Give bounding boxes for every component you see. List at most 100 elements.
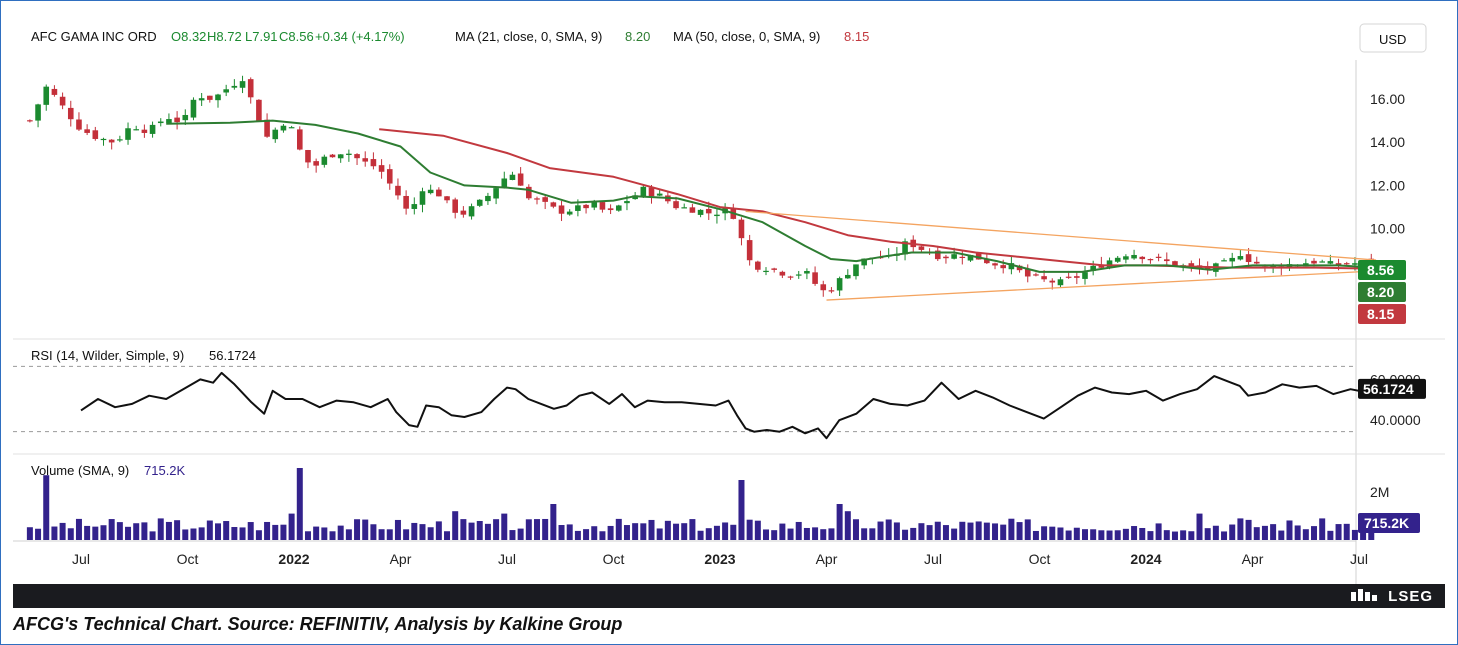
candle-body — [918, 246, 925, 250]
volume-bar — [264, 521, 271, 540]
ma21-value: 8.20 — [625, 29, 650, 44]
candle-body — [951, 254, 957, 259]
candle-body — [1352, 263, 1358, 265]
candle-body — [436, 189, 442, 197]
candle-body — [705, 208, 712, 214]
candle-body — [108, 139, 115, 143]
volume-bar — [1270, 524, 1277, 540]
volume-bar — [1122, 528, 1129, 540]
volume-bar — [918, 523, 925, 540]
candle-body — [804, 270, 810, 274]
candle-body — [1311, 260, 1317, 264]
trendlines — [745, 210, 1377, 301]
figure-caption: AFCG's Technical Chart. Source: REFINITI… — [13, 614, 623, 634]
candle-body — [615, 205, 622, 211]
candle-body — [346, 153, 352, 155]
volume-bar — [370, 524, 377, 540]
candle-body — [566, 211, 573, 215]
candle-body — [943, 256, 949, 259]
chart-area: AFC GAMA INC ORD O8.32 H8.72 L7.91 C8.56… — [13, 8, 1445, 608]
volume-bar — [296, 468, 303, 540]
candle-body — [305, 150, 311, 163]
candle-body — [967, 254, 974, 261]
candle-body — [607, 208, 614, 211]
volume-bar — [1286, 520, 1293, 540]
volume-bar — [1081, 529, 1088, 540]
candle-body — [812, 272, 818, 284]
candle-body — [1041, 276, 1047, 280]
volume-bar — [713, 525, 720, 540]
candle-body — [975, 252, 982, 260]
volume-bar — [157, 518, 164, 540]
volume-bar — [983, 522, 990, 540]
volume-bar — [1229, 524, 1236, 540]
volume-bar — [435, 521, 442, 540]
candle-body — [166, 119, 172, 123]
volume-bar — [206, 520, 213, 540]
volume-bar — [558, 525, 565, 540]
close-price-tag-bg — [1358, 260, 1406, 280]
volume-bar — [1114, 530, 1121, 540]
rsi-line — [80, 371, 1377, 440]
volume-bar — [836, 504, 843, 540]
volume-bar — [272, 524, 279, 540]
volume-bar — [1327, 530, 1334, 540]
candle-body — [828, 290, 835, 292]
volume-bar — [763, 529, 770, 540]
volume-bar — [1016, 522, 1023, 540]
volume-bar — [174, 520, 181, 540]
candle-body — [542, 197, 548, 202]
candle-body — [386, 169, 393, 184]
volume-bar — [321, 527, 328, 540]
candle-body — [1188, 263, 1195, 267]
candle-body — [51, 88, 58, 95]
volume-bar — [1237, 518, 1244, 540]
currency-button[interactable] — [1359, 23, 1427, 53]
volume-axis-label: 2M — [1370, 484, 1389, 500]
volume-bar — [1180, 530, 1187, 540]
candle-body — [485, 195, 491, 202]
candle-body — [1204, 266, 1211, 270]
volume-bar — [1302, 529, 1309, 540]
candle-body — [43, 86, 50, 105]
candle-body — [934, 250, 941, 260]
candle-body — [280, 125, 287, 131]
candle-body — [1229, 257, 1236, 262]
candle-body — [1082, 272, 1088, 279]
volume-pane: 2M 715.2K — [26, 468, 1420, 540]
rsi-label: RSI (14, Wilder, Simple, 9) — [31, 348, 184, 363]
volume-bar — [787, 528, 794, 540]
volume-bar — [722, 522, 729, 540]
volume-legend-value: 715.2K — [144, 463, 186, 478]
candle-body — [190, 99, 197, 118]
candle-body — [591, 202, 598, 208]
volume-bar — [542, 518, 549, 540]
price-tick-label: 12.00 — [1370, 177, 1405, 193]
currency-label: USD — [1379, 32, 1406, 47]
volume-bar — [1049, 526, 1056, 540]
candle-body — [239, 81, 246, 88]
candle-body — [714, 214, 720, 217]
candle-body — [1327, 261, 1334, 264]
candle-body — [313, 161, 319, 166]
volume-bar — [1163, 530, 1170, 540]
volume-bar — [255, 530, 262, 540]
volume-bar — [59, 522, 66, 540]
volume-bar — [165, 521, 172, 540]
candle-body — [1253, 261, 1260, 264]
candle-body — [84, 129, 90, 133]
candle-body — [149, 124, 156, 134]
volume-bar — [877, 521, 884, 540]
volume-bar — [1155, 523, 1162, 540]
volume-bar — [1000, 524, 1007, 540]
ma21-label: MA (21, close, 0, SMA, 9) — [455, 29, 602, 44]
candle-body — [288, 127, 295, 129]
volume-bar — [304, 531, 311, 540]
candle-body — [460, 210, 467, 215]
volume-bar — [468, 522, 475, 540]
volume-bar — [566, 524, 573, 540]
volume-bar — [280, 524, 287, 540]
candle-body — [902, 241, 908, 255]
candle-body — [673, 201, 679, 209]
volume-bar — [844, 511, 851, 540]
